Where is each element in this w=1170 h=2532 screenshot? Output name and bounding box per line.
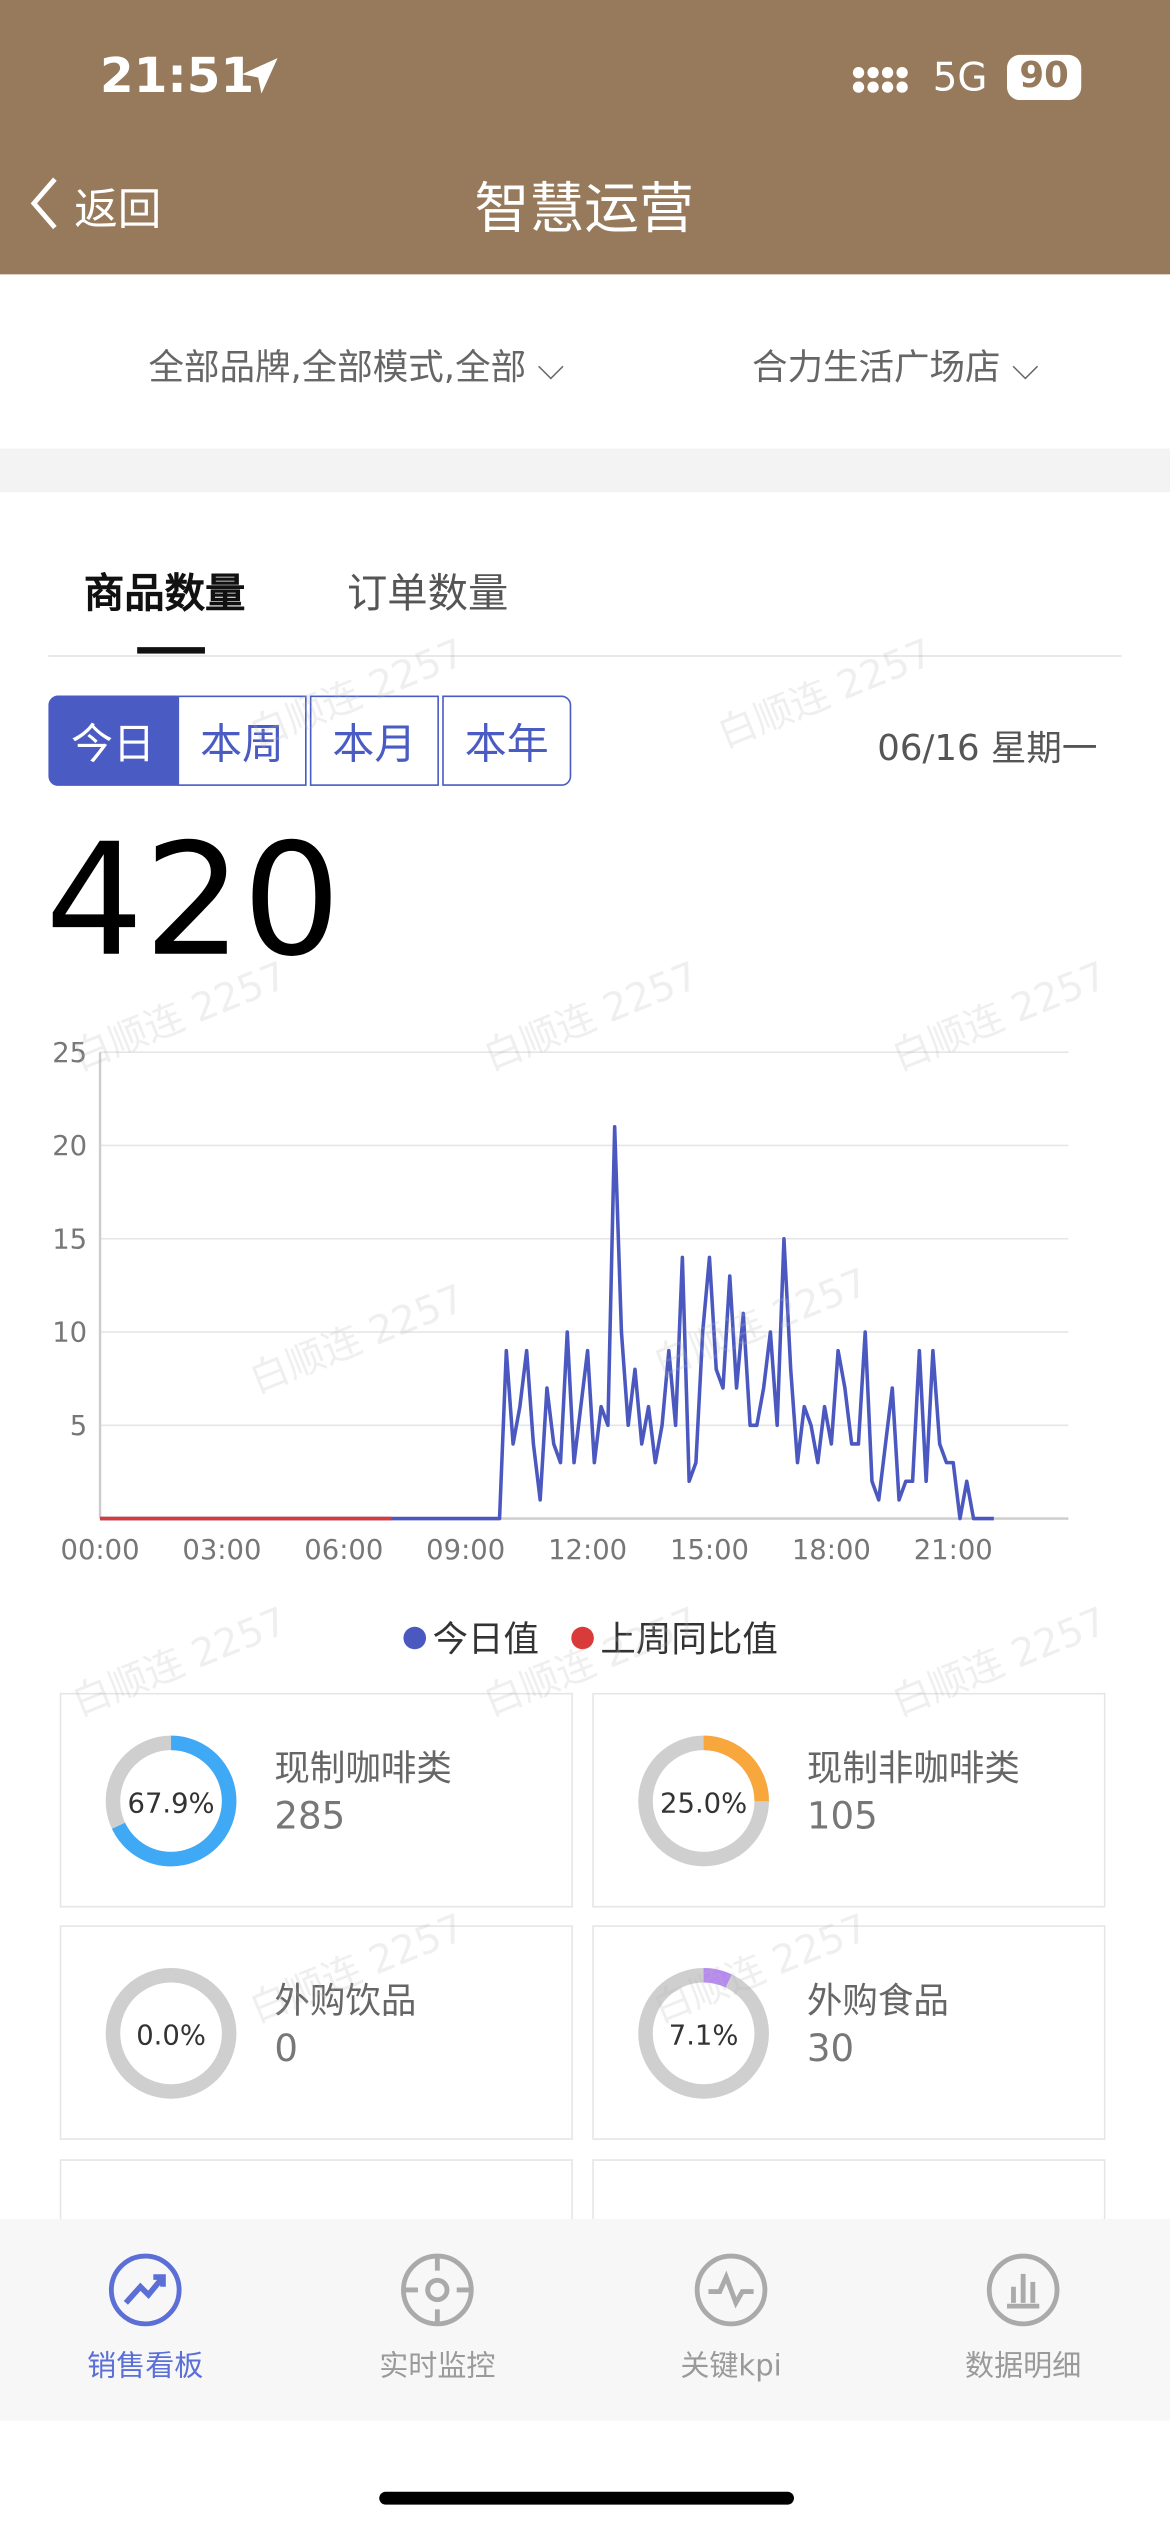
y-tick-label: 10 bbox=[52, 1318, 87, 1349]
donut-label: 67.9% bbox=[127, 1788, 214, 1819]
donut-track bbox=[105, 1968, 237, 2099]
period-active[interactable]: 今日 bbox=[48, 695, 178, 786]
nav-label-active[interactable]: 销售看板 bbox=[87, 2349, 204, 2384]
card-name: 外购食品 bbox=[806, 1981, 949, 2023]
tab-bar bbox=[0, 2218, 1170, 2421]
tab-indicator bbox=[137, 647, 205, 654]
store-filter[interactable]: 合力生活广场店 ⌵ bbox=[752, 348, 1039, 389]
y-tick-label: 15 bbox=[52, 1224, 87, 1255]
x-tick-label: 03:00 bbox=[182, 1535, 261, 1566]
donut-label: 7.1% bbox=[669, 2021, 739, 2052]
signal-icon bbox=[852, 66, 908, 93]
card-count: 285 bbox=[274, 1796, 346, 1839]
period[interactable]: 本周 bbox=[177, 695, 307, 786]
x-tick-label: 18:00 bbox=[792, 1535, 871, 1566]
card-count: 30 bbox=[806, 2028, 855, 2071]
card[interactable]: 25.0% 现制非咖啡类 105 bbox=[592, 1692, 1106, 1908]
donut: 7.1% bbox=[638, 1968, 769, 2099]
card[interactable]: 7.1% 外购食品 30 bbox=[592, 1925, 1106, 2140]
x-tick-label: 21:00 bbox=[914, 1535, 993, 1566]
x-tick-label: 00:00 bbox=[61, 1535, 140, 1566]
card-name: 现制咖啡类 bbox=[274, 1749, 452, 1790]
divider bbox=[48, 655, 1122, 657]
y-tick-label: 25 bbox=[52, 1038, 87, 1069]
series-line bbox=[100, 1125, 994, 1521]
legend-marker bbox=[571, 1626, 594, 1650]
legend-marker bbox=[403, 1626, 427, 1650]
card-name: 现制非咖啡类 bbox=[806, 1749, 1020, 1790]
nav-icon bbox=[108, 2253, 182, 2327]
tab[interactable]: 订单数量 bbox=[346, 569, 509, 617]
donut-arc bbox=[105, 1735, 237, 1867]
clock: 21:51 bbox=[100, 48, 255, 105]
donut-label: 0.0% bbox=[136, 2021, 206, 2052]
period[interactable]: 本年 bbox=[442, 695, 572, 786]
total: 420 bbox=[45, 810, 341, 991]
tab-active[interactable]: 商品数量 bbox=[83, 569, 246, 617]
period[interactable]: 本月 bbox=[309, 695, 439, 786]
y-tick-label: 5 bbox=[70, 1411, 87, 1442]
filter-text: 全部品牌,全部模式,全部 bbox=[148, 348, 527, 389]
back-icon[interactable] bbox=[26, 174, 65, 232]
nav-icon bbox=[986, 2253, 1060, 2327]
brand-filter[interactable]: 全部品牌,全部模式,全部 ⌵ bbox=[148, 348, 565, 389]
network: 5G bbox=[932, 54, 988, 101]
chart: 5 10 15 20 25 00:00 03:00 06:00 09:00 12:00 15:00 1… bbox=[52, 1038, 1069, 1660]
separator bbox=[0, 448, 1170, 493]
location-icon bbox=[242, 58, 278, 94]
home-indicator bbox=[379, 2491, 794, 2505]
filter-text: 合力生活广场店 bbox=[752, 348, 1001, 389]
card-count: 0 bbox=[274, 2028, 298, 2071]
nav-icon bbox=[694, 2253, 768, 2327]
card-name: 外购饮品 bbox=[274, 1981, 417, 2023]
x-tick-label: 06:00 bbox=[304, 1535, 383, 1566]
card[interactable]: 0.0% 外购饮品 0 bbox=[59, 1925, 573, 2140]
legend-label: 上周同比值 bbox=[600, 1619, 778, 1660]
x-tick-label: 12:00 bbox=[548, 1535, 627, 1566]
donut-arc bbox=[638, 1968, 769, 2099]
donut-label: 25.0% bbox=[660, 1788, 747, 1819]
y-tick-label: 20 bbox=[52, 1131, 87, 1162]
donut: 25.0% bbox=[638, 1735, 769, 1867]
nav-icon bbox=[401, 2253, 474, 2327]
x-tick-label: 09:00 bbox=[426, 1535, 505, 1566]
date: 06/16 星期一 bbox=[877, 729, 1098, 770]
page-title: 智慧运营 bbox=[474, 177, 694, 243]
x-tick-label: 15:00 bbox=[670, 1535, 749, 1566]
card-count: 105 bbox=[806, 1796, 878, 1839]
legend-label: 今日值 bbox=[432, 1619, 539, 1660]
donut-arc bbox=[638, 1735, 769, 1867]
nav-label[interactable]: 实时监控 bbox=[379, 2349, 496, 2384]
nav-label[interactable]: 数据明细 bbox=[965, 2349, 1082, 2384]
nav-label[interactable]: 关键kpi bbox=[680, 2349, 782, 2384]
donut: 0.0% bbox=[105, 1968, 237, 2099]
battery: 90 bbox=[1007, 54, 1082, 101]
back-button[interactable]: 返回 bbox=[74, 185, 162, 236]
donut: 67.9% bbox=[105, 1735, 237, 1867]
header: 21:51 5G 90 返回 智慧运营 bbox=[0, 0, 1170, 275]
card[interactable]: 67.9% 现制咖啡类 285 bbox=[59, 1692, 573, 1908]
